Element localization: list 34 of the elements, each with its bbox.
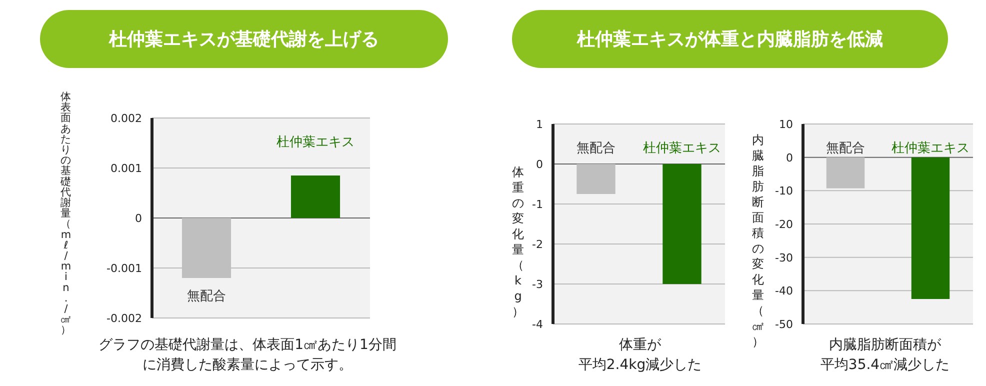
text: 平均35.4㎠減少した: [819, 356, 951, 375]
y-axis-title: 体表面あたりの基礎代謝量（mℓ/min./㎠）: [60, 91, 72, 336]
y-tick-label: -50: [775, 318, 793, 331]
y-tick-label: -2: [532, 238, 543, 251]
y-tick-label: -40: [775, 284, 793, 298]
y-tick-label: 10: [779, 118, 793, 131]
chart-title: 杜仲葉エキスが基礎代謝を上げる: [40, 10, 448, 68]
text: グラフの基礎代謝量は、体表面1㎠あたり1分間に消費した酸素量によって示す。: [98, 336, 398, 375]
text: 内臓脂肪断面積が: [828, 336, 942, 355]
chart-title: 杜仲葉エキスが体重と内臓脂肪を低減: [512, 10, 948, 68]
y-tick-label: -3: [532, 278, 543, 291]
x-tick-label: 無配合: [826, 141, 865, 156]
x-tick-label: 無配合: [576, 141, 616, 156]
y-tick-label: -10: [775, 184, 793, 198]
y-tick-label: -0.001: [106, 262, 142, 275]
text: 体重が: [618, 336, 662, 355]
y-axis-title: 体重の変化量（kg）: [512, 165, 524, 318]
x-tick-label: 杜仲葉エキス: [892, 141, 970, 156]
y-tick-label: -30: [775, 251, 793, 264]
y-tick-label: 0.002: [110, 112, 142, 125]
y-tick-label: -20: [775, 218, 793, 231]
y-tick-label: 0: [135, 212, 142, 225]
text: 平均2.4kg減少した: [577, 356, 703, 375]
y-tick-label: 1: [536, 118, 543, 131]
y-tick-label: -1: [532, 198, 543, 211]
y-tick-label: 0.001: [110, 162, 142, 175]
y-axis-title: 内臓脂肪断面積の変化量（㎠）: [752, 133, 764, 348]
x-tick-label: 杜仲葉エキス: [276, 135, 354, 150]
y-tick-label: -4: [532, 318, 543, 331]
y-tick-label: -0.002: [106, 312, 142, 325]
y-tick-label: 0: [536, 158, 543, 171]
y-tick-label: 0: [786, 151, 793, 164]
x-tick-label: 無配合: [187, 289, 226, 304]
x-tick-label: 杜仲葉エキス: [643, 141, 721, 156]
